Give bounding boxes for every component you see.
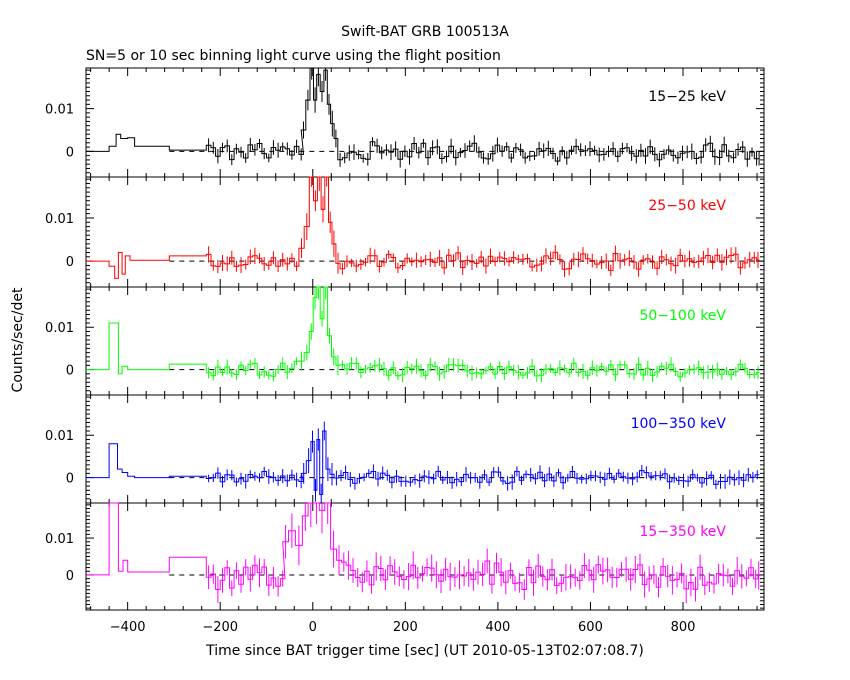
y-tick-label: 0.01 (45, 103, 74, 118)
x-tick-label: 800 (671, 620, 696, 635)
x-axis-label: Time since BAT trigger time [sec] (UT 20… (205, 643, 644, 659)
energy-band-label: 15−350 keV (639, 524, 726, 540)
y-tick-label: 0.01 (45, 212, 74, 227)
panel-3: 0 0.01 50−100 keV (45, 286, 765, 396)
x-tick-label: 400 (485, 620, 510, 635)
light-curve-series (86, 286, 760, 378)
x-tick-label: −400 (110, 620, 146, 635)
energy-band-label: 50−100 keV (639, 308, 726, 324)
y-tick-label: 0 (66, 145, 74, 160)
panel-5: 0 0.01 15−350 keV (45, 502, 765, 611)
light-curve-series (86, 176, 760, 279)
energy-band-label: 25−50 keV (648, 198, 726, 214)
light-curve-series (86, 430, 760, 495)
y-axis-label: Counts/sec/det (10, 287, 26, 392)
x-tick-labels: −400 −200 0 200 400 600 800 (110, 620, 696, 635)
panel-frame (85, 394, 765, 504)
error-bars (208, 68, 760, 168)
energy-band-label: 100−350 keV (631, 416, 727, 432)
y-tick-label: 0 (66, 255, 74, 270)
panel-1: 0 0.01 15−25 keV (45, 67, 765, 178)
y-tick-label: 0.01 (45, 321, 74, 336)
x-tick-label: 0 (309, 620, 317, 635)
error-bars (208, 421, 758, 503)
panel-2: 0 0.01 25−50 keV (45, 176, 765, 288)
x-tick-label: −200 (202, 620, 238, 635)
y-tick-label: 0.01 (45, 532, 74, 547)
x-tick-label: 600 (578, 620, 603, 635)
panel-frame (85, 286, 765, 396)
light-curve-series (86, 502, 760, 590)
y-tick-label: 0 (66, 569, 74, 584)
x-tick-label: 200 (393, 620, 418, 635)
panel-4: 0 0.01 100−350 keV (45, 394, 765, 504)
energy-band-label: 15−25 keV (648, 89, 726, 105)
error-bars (208, 177, 759, 278)
y-tick-label: 0 (66, 472, 74, 487)
chart-subtitle: SN=5 or 10 sec binning light curve using… (86, 48, 501, 64)
chart-title: Swift-BAT GRB 100513A (341, 24, 509, 40)
light-curve-series (86, 67, 760, 162)
panel-frame (85, 67, 765, 178)
panels-group: 0 0.01 15−25 keV 0 0.01 25−50 keV 0 0.01 50−100 … (45, 67, 765, 611)
y-tick-label: 0.01 (45, 429, 74, 444)
y-tick-label: 0 (66, 364, 74, 379)
error-bars (208, 287, 759, 383)
panel-frame (85, 502, 765, 611)
panel-frame (85, 176, 765, 288)
error-bars (208, 503, 760, 603)
